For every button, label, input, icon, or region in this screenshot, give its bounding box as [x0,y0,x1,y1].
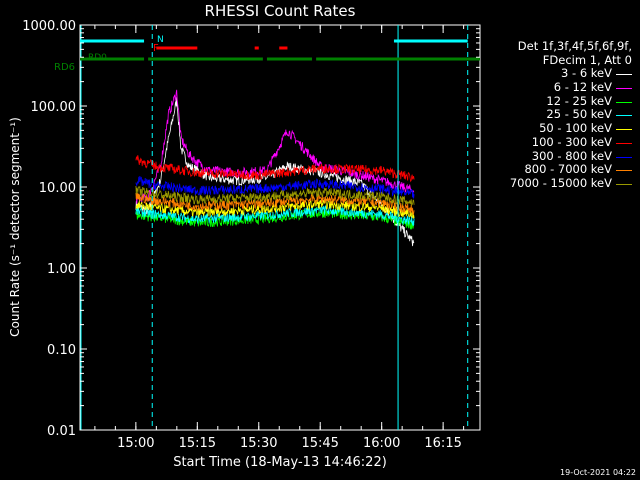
series-line-6 [135,175,415,199]
legend-swatch [616,88,632,90]
series-line-1 [135,89,415,204]
series-line-8 [135,185,415,207]
legend-swatch [616,156,632,158]
legend-item: 6 - 12 keV [486,80,634,95]
status-label-n: N [157,35,164,45]
legend-item-label: 25 - 50 keV [546,107,612,122]
plot-frame [79,24,481,431]
legend-item: 300 - 800 keV [486,148,634,164]
x-tick-label-5: 16:15 [424,436,461,451]
legend-item: 100 - 300 keV [486,134,634,150]
y-tick-label-5: 0.01 [47,424,76,439]
legend-swatch [616,74,632,76]
status-label-rd6: RD6 [54,62,75,73]
status-label-f: F [153,43,159,54]
status-label-rd0: RD0 [88,53,107,63]
x-axis-label: Start Time (18-May-13 14:46:22) [173,455,387,470]
legend-swatch [616,142,632,144]
x-tick-label-0: 15:00 [117,436,154,451]
legend-swatch [616,129,632,131]
legend-swatch [616,115,632,117]
y-tick-label-3: 1.00 [47,262,76,277]
legend-item: 3 - 6 keV [486,67,634,81]
legend-item: 12 - 25 keV [486,93,634,109]
legend-swatch [616,101,632,103]
y-tick-label-4: 0.10 [47,343,76,358]
legend-swatch [616,170,632,172]
legend-item-label: 6 - 12 keV [553,80,612,95]
legend-item: 800 - 7000 keV [486,162,634,177]
timestamp: 19-Oct-2021 04:22 [560,468,636,477]
y-axis-label: Count Rate (s⁻¹ detector segment⁻¹) [8,117,22,337]
legend-header-decimation: FDecim 1, Att 0 [542,52,632,67]
x-tick-label-1: 15:15 [179,436,216,451]
legend-item-label: 12 - 25 keV [546,93,612,108]
legend-item: 25 - 50 keV [486,108,634,122]
y-tick-label-1: 100.00 [31,100,77,115]
legend-item-label: 300 - 800 keV [531,148,612,163]
x-tick-label-4: 16:00 [363,436,400,451]
legend-item: 7000 - 15000 keV [486,175,634,191]
series-line-4 [135,199,415,220]
y-tick-label-0: 1000.00 [22,19,76,34]
series-line-3 [135,204,415,227]
legend-header-detectors: Det 1f,3f,4f,5f,6f,9f, [517,39,632,53]
legend-item-label: 3 - 6 keV [561,66,612,81]
legend-item-label: 7000 - 15000 keV [509,175,612,190]
x-tick-label-3: 15:45 [301,436,338,451]
chart-title: RHESSI Count Rates [204,2,356,20]
series-line-0 [135,97,415,247]
legend-item: 50 - 100 keV [486,121,634,136]
legend-swatch [616,183,632,185]
series-line-5 [135,155,415,183]
legend-item-label: 800 - 7000 keV [524,162,612,177]
y-tick-label-2: 10.00 [39,181,76,196]
legend: Det 1f,3f,4f,5f,6f,9f, FDecim 1, Att 0 3… [486,39,634,191]
legend-item-label: 50 - 100 keV [539,121,612,136]
legend-item-label: 100 - 300 keV [531,134,612,149]
x-tick-label-2: 15:30 [240,436,277,451]
